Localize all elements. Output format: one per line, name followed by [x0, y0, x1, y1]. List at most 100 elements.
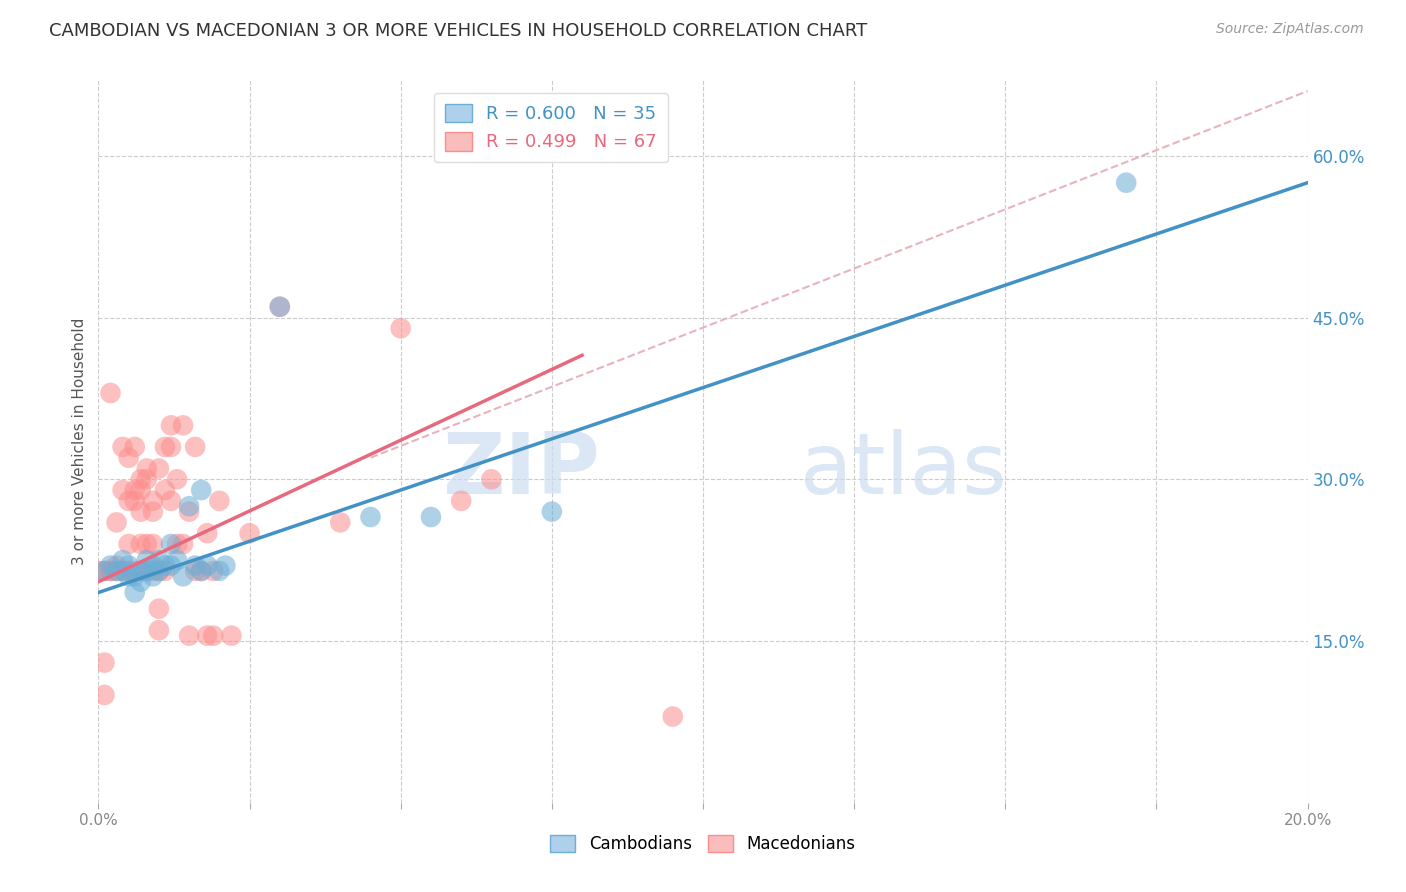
Point — [661, 709, 683, 723]
Point — [100, 564, 122, 578]
Point — [93, 688, 115, 702]
Point — [602, 116, 624, 130]
Point — [360, 510, 382, 524]
Point — [118, 450, 141, 465]
Point — [179, 629, 201, 643]
Point — [135, 564, 157, 578]
Point — [1115, 176, 1137, 190]
Point — [179, 505, 201, 519]
Point — [135, 472, 157, 486]
Point — [153, 483, 176, 497]
Point — [100, 558, 122, 573]
Point — [105, 564, 128, 578]
Point — [202, 564, 225, 578]
Point — [93, 564, 115, 578]
Text: Source: ZipAtlas.com: Source: ZipAtlas.com — [1216, 22, 1364, 37]
Point — [118, 558, 141, 573]
Point — [148, 601, 170, 615]
Point — [111, 564, 134, 578]
Point — [129, 537, 152, 551]
Point — [142, 537, 165, 551]
Point — [540, 505, 562, 519]
Point — [142, 558, 165, 573]
Point — [111, 564, 134, 578]
Point — [135, 553, 157, 567]
Point — [129, 574, 152, 589]
Point — [111, 440, 134, 454]
Point — [195, 629, 218, 643]
Point — [118, 537, 141, 551]
Point — [214, 558, 236, 573]
Point — [389, 321, 412, 335]
Point — [179, 500, 201, 514]
Point — [239, 526, 262, 541]
Legend: Cambodians, Macedonians: Cambodians, Macedonians — [544, 828, 862, 860]
Point — [148, 564, 170, 578]
Point — [135, 537, 157, 551]
Point — [129, 505, 152, 519]
Point — [124, 493, 146, 508]
Point — [184, 564, 207, 578]
Point — [135, 461, 157, 475]
Point — [124, 483, 146, 497]
Point — [118, 569, 141, 583]
Point — [166, 537, 188, 551]
Point — [172, 569, 194, 583]
Point — [118, 564, 141, 578]
Point — [148, 461, 170, 475]
Point — [172, 418, 194, 433]
Point — [160, 440, 183, 454]
Point — [93, 564, 115, 578]
Point — [160, 558, 183, 573]
Point — [93, 656, 115, 670]
Point — [481, 472, 503, 486]
Point — [105, 564, 128, 578]
Point — [124, 440, 146, 454]
Point — [124, 569, 146, 583]
Point — [269, 300, 291, 314]
Point — [142, 569, 165, 583]
Point — [329, 516, 352, 530]
Point — [172, 537, 194, 551]
Point — [100, 386, 122, 401]
Point — [190, 564, 212, 578]
Point — [420, 510, 443, 524]
Point — [450, 493, 472, 508]
Point — [100, 564, 122, 578]
Point — [105, 558, 128, 573]
Point — [202, 629, 225, 643]
Point — [166, 553, 188, 567]
Point — [142, 493, 165, 508]
Point — [190, 483, 212, 497]
Point — [124, 564, 146, 578]
Y-axis label: 3 or more Vehicles in Household: 3 or more Vehicles in Household — [72, 318, 87, 566]
Point — [166, 472, 188, 486]
Point — [129, 472, 152, 486]
Point — [184, 440, 207, 454]
Point — [118, 493, 141, 508]
Point — [153, 564, 176, 578]
Point — [195, 526, 218, 541]
Point — [129, 483, 152, 497]
Point — [118, 564, 141, 578]
Text: ZIP: ZIP — [443, 429, 600, 512]
Point — [190, 564, 212, 578]
Point — [105, 516, 128, 530]
Text: atlas: atlas — [800, 429, 1008, 512]
Point — [269, 300, 291, 314]
Point — [124, 585, 146, 599]
Point — [148, 624, 170, 638]
Point — [111, 483, 134, 497]
Point — [87, 564, 110, 578]
Point — [160, 493, 183, 508]
Point — [195, 558, 218, 573]
Text: CAMBODIAN VS MACEDONIAN 3 OR MORE VEHICLES IN HOUSEHOLD CORRELATION CHART: CAMBODIAN VS MACEDONIAN 3 OR MORE VEHICL… — [49, 22, 868, 40]
Point — [142, 505, 165, 519]
Point — [160, 418, 183, 433]
Point — [208, 493, 231, 508]
Point — [142, 564, 165, 578]
Point — [148, 564, 170, 578]
Point — [153, 440, 176, 454]
Point — [221, 629, 243, 643]
Point — [129, 564, 152, 578]
